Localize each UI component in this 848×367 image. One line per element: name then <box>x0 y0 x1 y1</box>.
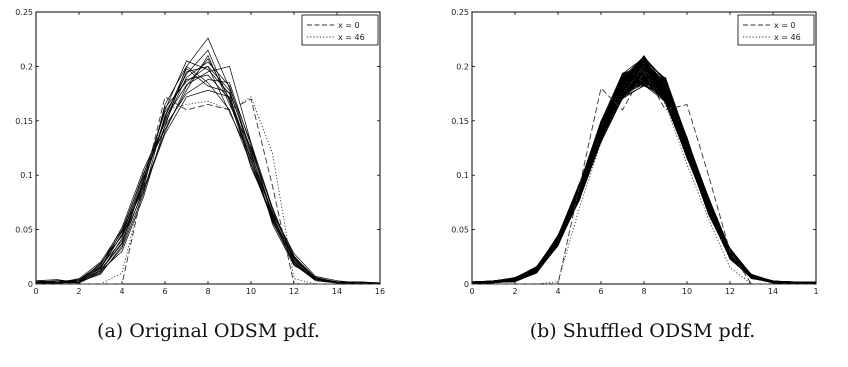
y-tick-label: 0 <box>464 280 469 289</box>
y-tick-label: 0.2 <box>20 62 33 71</box>
series-line <box>471 76 817 285</box>
x-tick-label: 2 <box>512 287 517 296</box>
series-x46-line <box>36 96 380 285</box>
y-tick-label: 0.1 <box>20 171 33 180</box>
x-tick-label: 8 <box>641 287 646 296</box>
series-line <box>35 61 381 285</box>
chart-a-svg: 0 2 4 6 8 10 12 14 16 0 0.05 0.1 0.15 0.2 0.25 x = 0 x =… <box>15 8 385 296</box>
y-tick-label: 0.05 <box>451 226 469 235</box>
series-x46-line <box>472 65 816 285</box>
x-tick-label: 12 <box>725 287 735 296</box>
series-line <box>471 80 817 284</box>
x-tick-label: 16 <box>375 287 385 296</box>
caption-b: (b) Shuffled ODSM pdf. <box>529 320 756 342</box>
y-tick-label: 0.25 <box>15 8 33 17</box>
series-line <box>471 82 817 285</box>
x-tick-label: 6 <box>162 287 167 296</box>
legend-label: x = 46 <box>338 33 365 42</box>
series-line <box>36 58 380 284</box>
x-tick-label: 12 <box>289 287 299 296</box>
plot-area <box>471 11 817 285</box>
x-tick-label: 4 <box>555 287 560 296</box>
plot-area <box>35 11 381 285</box>
y-tick-label: 0.15 <box>15 117 33 126</box>
y-tick-label: 0.15 <box>451 117 469 126</box>
x-tick-label: 0 <box>469 287 474 296</box>
legend-label: x = 0 <box>774 21 796 30</box>
series-line <box>35 65 381 285</box>
x-tick-label: 10 <box>682 287 692 296</box>
y-tick-label: 0 <box>28 280 33 289</box>
series-line <box>35 79 381 285</box>
series-line <box>35 60 381 285</box>
y-tick-label: 0.2 <box>456 62 469 71</box>
y-tick-label: 0.1 <box>456 171 469 180</box>
x-tick-label: 10 <box>246 287 256 296</box>
x-tick-label: 0 <box>33 287 38 296</box>
x-tick-label: 1 <box>813 287 818 296</box>
x-tick-label: 6 <box>598 287 603 296</box>
legend-box <box>301 14 379 46</box>
x-tick-label: 2 <box>76 287 81 296</box>
x-tick-label: 8 <box>205 287 210 296</box>
legend-label: x = 46 <box>774 33 801 42</box>
x-tick-label: 14 <box>768 287 778 296</box>
chart-b-svg: 0 2 4 6 8 10 12 14 100.050.10.150.20.25x = 0x = … <box>451 8 818 296</box>
x-tick-label: 14 <box>332 287 342 296</box>
chart-panel-a: 0 2 4 6 8 10 12 14 16 0 0.05 0.1 0.15 0.2 0.25 x = 0 x =… <box>0 0 420 300</box>
legend-label: x = 0 <box>338 21 360 30</box>
y-tick-label: 0.05 <box>15 226 33 235</box>
legend-box <box>737 14 815 46</box>
series-line <box>35 68 381 285</box>
x-tick-label: 4 <box>119 287 124 296</box>
caption-a: (a) Original ODSM pdf. <box>97 320 320 342</box>
y-tick-label: 0.25 <box>451 8 469 17</box>
